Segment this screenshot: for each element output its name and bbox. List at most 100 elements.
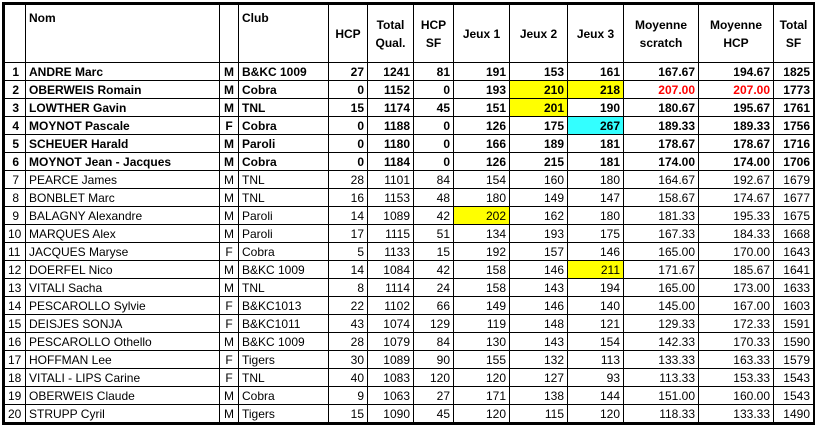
table-cell: M bbox=[219, 278, 239, 297]
table-cell: 1825 bbox=[773, 62, 815, 81]
table-cell: F bbox=[219, 368, 239, 387]
table-cell: 1677 bbox=[773, 188, 815, 207]
table-cell: ANDRE Marc bbox=[25, 62, 220, 81]
table-cell: 170.00 bbox=[698, 242, 774, 261]
table-cell: 193 bbox=[453, 80, 510, 99]
header-cell: HCP SF bbox=[413, 3, 454, 63]
table-cell: 126 bbox=[453, 152, 510, 171]
table-cell: 40 bbox=[328, 368, 368, 387]
table-cell: Cobra bbox=[238, 152, 329, 171]
table-cell: 120 bbox=[413, 368, 454, 387]
table-cell: 22 bbox=[328, 296, 368, 315]
table-cell: B&KC1013 bbox=[238, 296, 329, 315]
header-cell bbox=[219, 3, 239, 63]
table-cell: Cobra bbox=[238, 242, 329, 261]
table-cell: Cobra bbox=[238, 116, 329, 135]
table-cell: 1184 bbox=[367, 152, 414, 171]
table-cell: 180.67 bbox=[623, 98, 699, 117]
table-cell: 202 bbox=[453, 206, 510, 225]
table-cell: LOWTHER Gavin bbox=[25, 98, 220, 117]
table-cell: 15 bbox=[328, 98, 368, 117]
table-cell: 10 bbox=[3, 224, 26, 243]
table-cell: 16 bbox=[3, 332, 26, 351]
table-cell: 149 bbox=[509, 188, 568, 207]
table-cell: 28 bbox=[328, 170, 368, 189]
table-cell: 158.67 bbox=[623, 188, 699, 207]
table-cell: 12 bbox=[3, 260, 26, 279]
table-cell: 15 bbox=[3, 314, 26, 333]
table-cell: 1590 bbox=[773, 332, 815, 351]
table-cell: 48 bbox=[413, 188, 454, 207]
table-cell: 15 bbox=[328, 404, 368, 424]
table-cell: 147 bbox=[567, 188, 624, 207]
table-cell: 17 bbox=[328, 224, 368, 243]
table-cell: F bbox=[219, 242, 239, 261]
table-cell: B&KC 1009 bbox=[238, 62, 329, 81]
table-cell: 1761 bbox=[773, 98, 815, 117]
table-row: 16 PESCAROLLO Othello M B&KC 1009 28 1079 84 13… bbox=[3, 332, 815, 351]
table-row: 14 PESCAROLLO Sylvie F B&KC1013 22 1102 66 149 1… bbox=[3, 296, 815, 315]
table-cell: 18 bbox=[3, 368, 26, 387]
table-cell: 0 bbox=[413, 134, 454, 153]
header-cell: Moyenne HCP bbox=[698, 3, 774, 63]
table-cell: 148 bbox=[509, 314, 568, 333]
table-cell: 155 bbox=[453, 350, 510, 369]
table-cell: 132 bbox=[509, 350, 568, 369]
table-cell: 151 bbox=[453, 98, 510, 117]
table-cell: 118.33 bbox=[623, 404, 699, 424]
table-cell: M bbox=[219, 260, 239, 279]
table-cell: M bbox=[219, 332, 239, 351]
table-cell: 1089 bbox=[367, 206, 414, 225]
table-cell: Paroli bbox=[238, 134, 329, 153]
table-cell: 207.00 bbox=[698, 80, 774, 99]
table-cell: 1716 bbox=[773, 134, 815, 153]
header-cell: Jeux 1 bbox=[453, 3, 510, 63]
table-cell: 154 bbox=[453, 170, 510, 189]
table-cell: 5 bbox=[328, 242, 368, 261]
table-cell: 190 bbox=[567, 98, 624, 117]
table-cell: 192 bbox=[453, 242, 510, 261]
header-cell: HCP bbox=[328, 3, 368, 63]
table-cell: HOFFMAN Lee bbox=[25, 350, 220, 369]
table-cell: 181 bbox=[567, 134, 624, 153]
table-cell: 166 bbox=[453, 134, 510, 153]
table-cell: OBERWEIS Claude bbox=[25, 386, 220, 405]
header-cell bbox=[3, 3, 26, 63]
header-row: Nom Club HCP Total Qual. HCP SF Jeux 1 J… bbox=[3, 3, 815, 63]
table-cell: 171 bbox=[453, 386, 510, 405]
table-cell: 1591 bbox=[773, 314, 815, 333]
table-cell: 218 bbox=[567, 80, 624, 99]
table-cell: 143 bbox=[509, 332, 568, 351]
table-cell: 142.33 bbox=[623, 332, 699, 351]
table-cell: 3 bbox=[3, 98, 26, 117]
table-cell: 154 bbox=[567, 332, 624, 351]
table-cell: 121 bbox=[567, 314, 624, 333]
table-cell: 1188 bbox=[367, 116, 414, 135]
table-cell: 195.67 bbox=[698, 98, 774, 117]
table-cell: VITALI - LIPS Carine bbox=[25, 368, 220, 387]
table-cell: 146 bbox=[567, 242, 624, 261]
table-cell: 189.33 bbox=[623, 116, 699, 135]
table-cell: 160 bbox=[509, 170, 568, 189]
table-cell: 1152 bbox=[367, 80, 414, 99]
table-cell: MOYNOT Jean - Jacques bbox=[25, 152, 220, 171]
table-cell: F bbox=[219, 314, 239, 333]
table-cell: 267 bbox=[567, 116, 624, 135]
table-cell: 181.33 bbox=[623, 206, 699, 225]
table-cell: 201 bbox=[509, 98, 568, 117]
table-row: 18 VITALI - LIPS Carine F TNL 40 1083 120 120 12… bbox=[3, 368, 815, 387]
table-cell: 1543 bbox=[773, 368, 815, 387]
table-cell: TNL bbox=[238, 170, 329, 189]
table-cell: 16 bbox=[328, 188, 368, 207]
table-cell: 174.00 bbox=[698, 152, 774, 171]
table-cell: 0 bbox=[328, 80, 368, 99]
table-cell: 9 bbox=[3, 206, 26, 225]
table-cell: 28 bbox=[328, 332, 368, 351]
table-cell: 20 bbox=[3, 404, 26, 424]
table-cell: 84 bbox=[413, 332, 454, 351]
table-cell: PESCAROLLO Sylvie bbox=[25, 296, 220, 315]
table-cell: 146 bbox=[509, 260, 568, 279]
table-cell: 7 bbox=[3, 170, 26, 189]
table-cell: M bbox=[219, 98, 239, 117]
table-cell: 0 bbox=[413, 116, 454, 135]
